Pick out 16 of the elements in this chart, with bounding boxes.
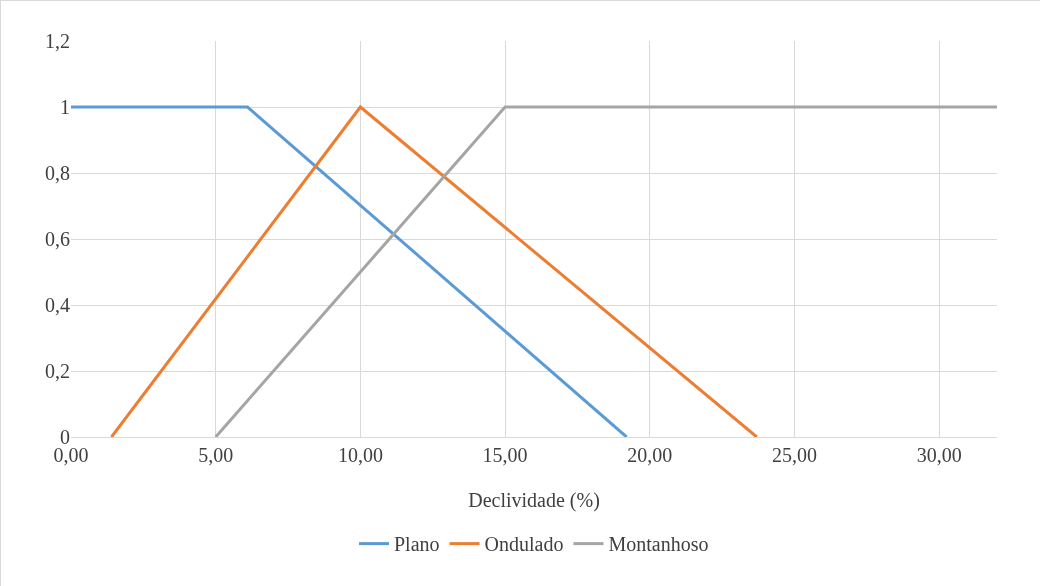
legend-label: Plano — [394, 533, 440, 556]
x-tick-label: 5,00 — [198, 444, 234, 466]
y-tick-label: 0,8 — [45, 162, 70, 184]
legend-label: Ondulado — [484, 533, 564, 556]
x-tick-label: 25,00 — [771, 444, 817, 466]
x-tick-label: 20,00 — [627, 444, 673, 466]
x-tick-label: 10,00 — [337, 444, 383, 466]
y-tick-label: 0,2 — [45, 360, 70, 382]
x-axis-title: Declividade (%) — [468, 489, 600, 512]
y-tick-label: 1,2 — [45, 30, 70, 52]
x-tick-label: 15,00 — [482, 444, 528, 466]
y-tick-label: 0,4 — [45, 294, 70, 316]
x-tick-label: 30,00 — [916, 444, 962, 466]
legend-label: Montanhoso — [608, 533, 709, 556]
y-tick-label: 1 — [60, 96, 70, 118]
y-tick-label: 0,6 — [45, 228, 70, 250]
